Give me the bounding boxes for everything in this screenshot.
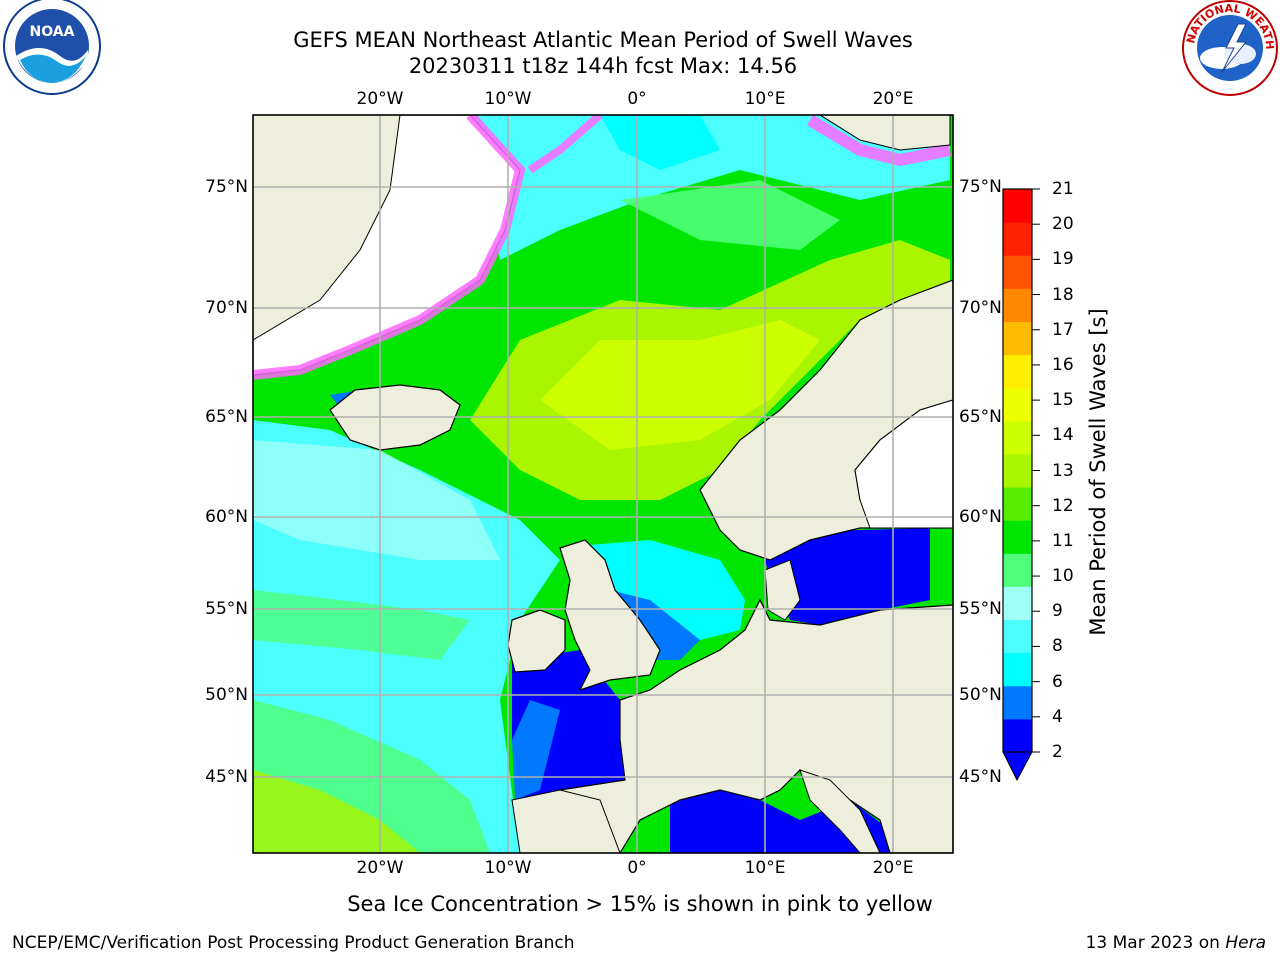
- lat-tick-left: 70°N: [205, 298, 248, 318]
- lon-tick-bottom: 10°W: [484, 858, 532, 878]
- swell-field-north: [470, 115, 950, 260]
- colorbar-tick: 8: [1052, 636, 1063, 657]
- footer-host: Hera: [1225, 933, 1266, 953]
- colorbar-tick: 14: [1052, 425, 1074, 446]
- lon-tick-top: 10°E: [744, 89, 786, 109]
- colorbar-segment: [1003, 652, 1032, 687]
- sea-ice-note: Sea Ice Concentration > 15% is shown in …: [347, 892, 933, 916]
- colorbar-segment: [1003, 420, 1032, 455]
- chart-subtitle: 20230311 t18z 144h fcst Max: 14.56: [408, 54, 798, 78]
- colorbar-segment: [1003, 321, 1032, 356]
- colorbar-tick: 21: [1052, 179, 1074, 199]
- colorbar-segment: [1003, 255, 1032, 289]
- colorbar-tick: 17: [1052, 319, 1074, 340]
- colorbar-tick: 10: [1052, 566, 1074, 587]
- colorbar-segment: [1003, 520, 1032, 554]
- colorbar-tick: 16: [1052, 354, 1074, 375]
- great-britain-landmass: [559, 539, 661, 692]
- colorbar-tick: 20: [1052, 214, 1074, 235]
- lon-tick-top: 20°W: [356, 89, 404, 109]
- lat-tick-left: 60°N: [205, 507, 248, 527]
- colorbar-segment: [1003, 619, 1032, 654]
- colorbar-tick: 18: [1052, 284, 1074, 305]
- lat-tick-right: 55°N: [959, 599, 1002, 619]
- graticule: [253, 115, 953, 853]
- colorbar-segment: [1003, 718, 1032, 753]
- swell-field-mediterranean: [670, 790, 950, 853]
- lat-tick-right: 45°N: [959, 767, 1002, 787]
- colorbar-tick: 11: [1052, 530, 1074, 551]
- lat-tick-right: 50°N: [959, 685, 1002, 705]
- colorbar-segment: [1003, 553, 1032, 587]
- colorbar-tick: 4: [1052, 706, 1063, 727]
- footer-credit: NCEP/EMC/Verification Post Processing Pr…: [12, 933, 575, 953]
- colorbar-segment: [1003, 288, 1032, 322]
- colorbar: [1002, 188, 1040, 782]
- colorbar-label: Mean Period of Swell Waves [s]: [1086, 308, 1110, 636]
- lat-tick-right: 65°N: [959, 407, 1002, 427]
- colorbar-segment: [1003, 487, 1032, 521]
- colorbar-tick: 19: [1052, 249, 1074, 270]
- lon-tick-top: 10°W: [484, 89, 532, 109]
- lat-tick-left: 75°N: [205, 177, 248, 197]
- colorbar-tick: 9: [1052, 601, 1063, 622]
- lat-tick-left: 50°N: [205, 685, 248, 705]
- colorbar-extend-arrow: [1002, 751, 1033, 782]
- colorbar-segment: [1003, 189, 1032, 223]
- chart-title: GEFS MEAN Northeast Atlantic Mean Period…: [293, 28, 913, 52]
- colorbar-tick: 15: [1052, 390, 1074, 411]
- lon-tick-bottom: 0°: [627, 858, 647, 878]
- colorbar-tick: 2: [1052, 742, 1063, 762]
- lon-tick-bottom: 20°E: [872, 858, 914, 878]
- lat-tick-left: 65°N: [205, 407, 248, 427]
- lon-tick-top: 20°E: [872, 89, 914, 109]
- colorbar-segment: [1003, 354, 1032, 389]
- map-frame: [252, 114, 954, 854]
- lon-tick-top: 0°: [627, 89, 647, 109]
- lon-tick-bottom: 10°E: [744, 858, 786, 878]
- ireland-landmass: [507, 609, 566, 673]
- svalbard-landmass: [819, 115, 951, 151]
- colorbar-segment: [1003, 453, 1032, 488]
- colorbar-segment: [1003, 222, 1032, 256]
- footer-date-text: 13 Mar 2023 on: [1085, 933, 1226, 953]
- footer-date: 13 Mar 2023 on Hera: [1086, 932, 1266, 954]
- colorbar-segment: [1003, 586, 1032, 621]
- lon-tick-bottom: 20°W: [356, 858, 404, 878]
- lat-tick-left: 55°N: [205, 599, 248, 619]
- noaa-logo: NOAA: [3, 0, 101, 95]
- map-area: [253, 115, 953, 853]
- lat-tick-right: 60°N: [959, 507, 1002, 527]
- lat-tick-right: 70°N: [959, 298, 1002, 318]
- colorbar-tick: 13: [1052, 460, 1074, 481]
- colorbar-segment: [1003, 387, 1032, 422]
- sea-ice-edge: [253, 115, 526, 380]
- lat-tick-right: 75°N: [959, 177, 1002, 197]
- noaa-logo-text: NOAA: [30, 24, 75, 40]
- colorbar-segment: [1003, 685, 1032, 720]
- lat-tick-left: 45°N: [205, 767, 248, 787]
- swell-field-baltic: [760, 528, 930, 625]
- colorbar-tick: 6: [1052, 671, 1063, 692]
- colorbar-tick: 12: [1052, 495, 1074, 516]
